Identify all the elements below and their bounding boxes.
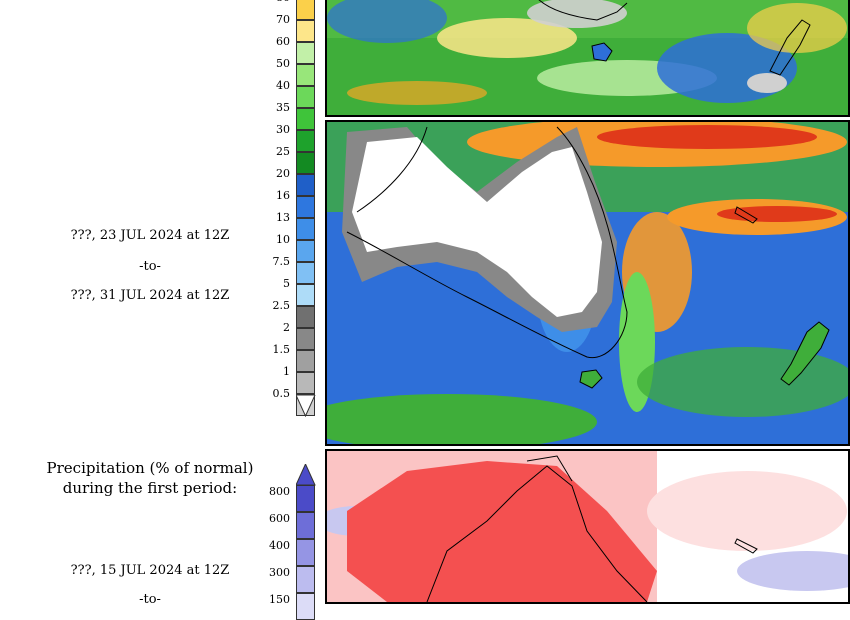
precip-colorbar-swatch (296, 42, 315, 64)
precip-colorbar-swatch (296, 218, 315, 240)
precip-colorbar-tick-label: 35 (276, 101, 290, 114)
map-middle-svg (327, 122, 848, 444)
precip-colorbar-tick-label: 10 (276, 233, 290, 246)
precip-colorbar-tick-label: 25 (276, 145, 290, 158)
precip-colorbar-swatch (296, 20, 315, 42)
precip-colorbar-tick-label: 60 (276, 35, 290, 48)
period-end-label: ???, 31 JUL 2024 at 12Z (70, 288, 230, 303)
precip-colorbar-tick-label: 70 (276, 13, 290, 26)
precip-colorbar-swatch (296, 86, 315, 108)
precip-colorbar-tick-label: 40 (276, 79, 290, 92)
precip-colorbar-tick-label: 16 (276, 189, 290, 202)
first-period-start-label: ???, 15 JUL 2024 at 12Z (70, 563, 230, 578)
map-panel-top (325, 0, 850, 117)
precip-colorbar-tick-label: 80 (262, 0, 290, 4)
precip-colorbar-tick-label: 30 (276, 123, 290, 136)
pct-colorbar-tick-label: 800 (269, 485, 290, 498)
pct-colorbar-swatch (296, 485, 315, 512)
precip-colorbar-swatch (296, 262, 315, 284)
pct-normal-title-line2: during the first period: (62, 479, 238, 497)
precip-colorbar-swatch (296, 284, 315, 306)
precip-colorbar-swatch (296, 130, 315, 152)
precip-colorbar-swatch (296, 372, 315, 394)
pct-colorbar-swatch (296, 512, 315, 539)
precip-colorbar-swatch (296, 196, 315, 218)
map-top-svg (327, 0, 848, 115)
period-start-label: ???, 23 JUL 2024 at 12Z (70, 228, 230, 243)
precip-colorbar-tick-label: 1 (283, 365, 290, 378)
precip-colorbar-swatch (296, 64, 315, 86)
precip-colorbar-tick-label: 50 (276, 57, 290, 70)
pct-colorbar-tick-label: 400 (269, 539, 290, 552)
precip-colorbar-swatch (296, 0, 315, 20)
map-bottom-svg (327, 451, 848, 602)
pct-colorbar-swatch (296, 539, 315, 566)
pct-normal-title-line1: Precipitation (% of normal) (46, 459, 254, 477)
pct-colorbar-tick-label: 300 (269, 566, 290, 579)
pct-colorbar-swatch (296, 566, 315, 593)
precip-colorbar-tick-label: 1.5 (272, 343, 291, 356)
colorbar-bottom-arrow (296, 395, 316, 417)
pct-colorbar-tick-label: 600 (269, 512, 290, 525)
precip-colorbar-tick-label: 0.5 (272, 387, 291, 400)
precip-colorbar-tick-label: 2.5 (272, 299, 291, 312)
pct-colorbar-top-arrow (296, 464, 316, 486)
precip-colorbar-swatch (296, 174, 315, 196)
precip-colorbar-tick-label: 5 (283, 277, 290, 290)
precip-colorbar-tick-label: 7.5 (272, 255, 291, 268)
precip-colorbar-tick-label: 13 (276, 211, 290, 224)
map-panel-bottom (325, 449, 850, 604)
precip-colorbar-swatch (296, 350, 315, 372)
precip-colorbar-swatch (296, 152, 315, 174)
map-panel-middle (325, 120, 850, 446)
precip-colorbar-swatch (296, 240, 315, 262)
period-separator-label: -to- (139, 259, 161, 274)
precip-colorbar-swatch (296, 108, 315, 130)
precip-colorbar-tick-label: 2 (283, 321, 290, 334)
precip-colorbar-swatch (296, 328, 315, 350)
precip-colorbar-swatch (296, 306, 315, 328)
precip-colorbar-tick-label: 20 (276, 167, 290, 180)
pct-colorbar-swatch (296, 593, 315, 620)
